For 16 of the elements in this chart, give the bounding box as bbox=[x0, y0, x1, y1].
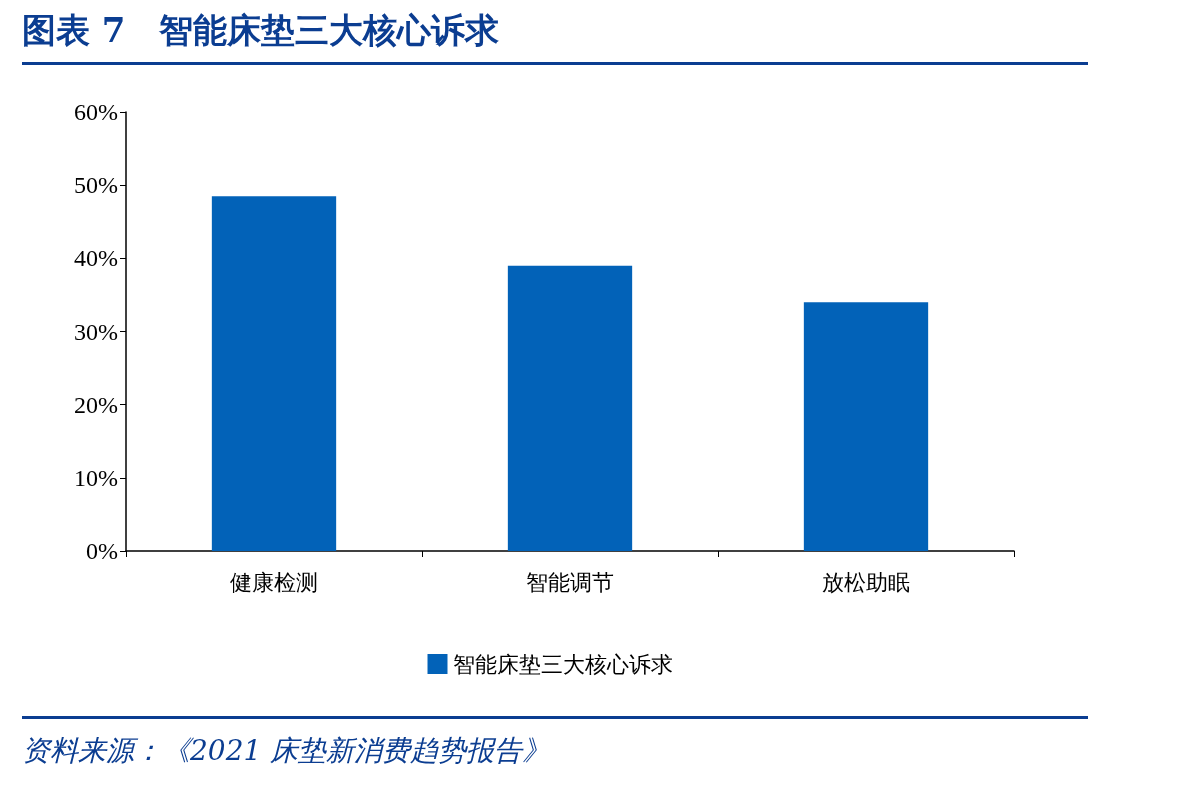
bar bbox=[507, 265, 633, 551]
y-tick-label: 40% bbox=[74, 245, 118, 272]
chart-title: 图表 7 智能床垫三大核心诉求 bbox=[22, 9, 500, 52]
y-tick-label: 10% bbox=[74, 464, 118, 491]
y-tick-label: 50% bbox=[74, 172, 118, 199]
bar bbox=[211, 196, 337, 551]
bar bbox=[803, 302, 929, 551]
legend-label: 智能床垫三大核心诉求 bbox=[452, 651, 673, 677]
x-tick-label: 健康检测 bbox=[230, 569, 318, 595]
text: 资料来源：《2021 床垫新消费趋势报告》 bbox=[22, 733, 551, 769]
y-tick-label: 20% bbox=[74, 391, 118, 418]
x-tick-label: 智能调节 bbox=[526, 569, 614, 595]
y-tick-label: 30% bbox=[74, 318, 118, 345]
y-tick-label: 0% bbox=[86, 538, 118, 564]
x-tick-label: 放松助眠 bbox=[822, 569, 910, 595]
y-tick-label: 60% bbox=[74, 99, 118, 125]
